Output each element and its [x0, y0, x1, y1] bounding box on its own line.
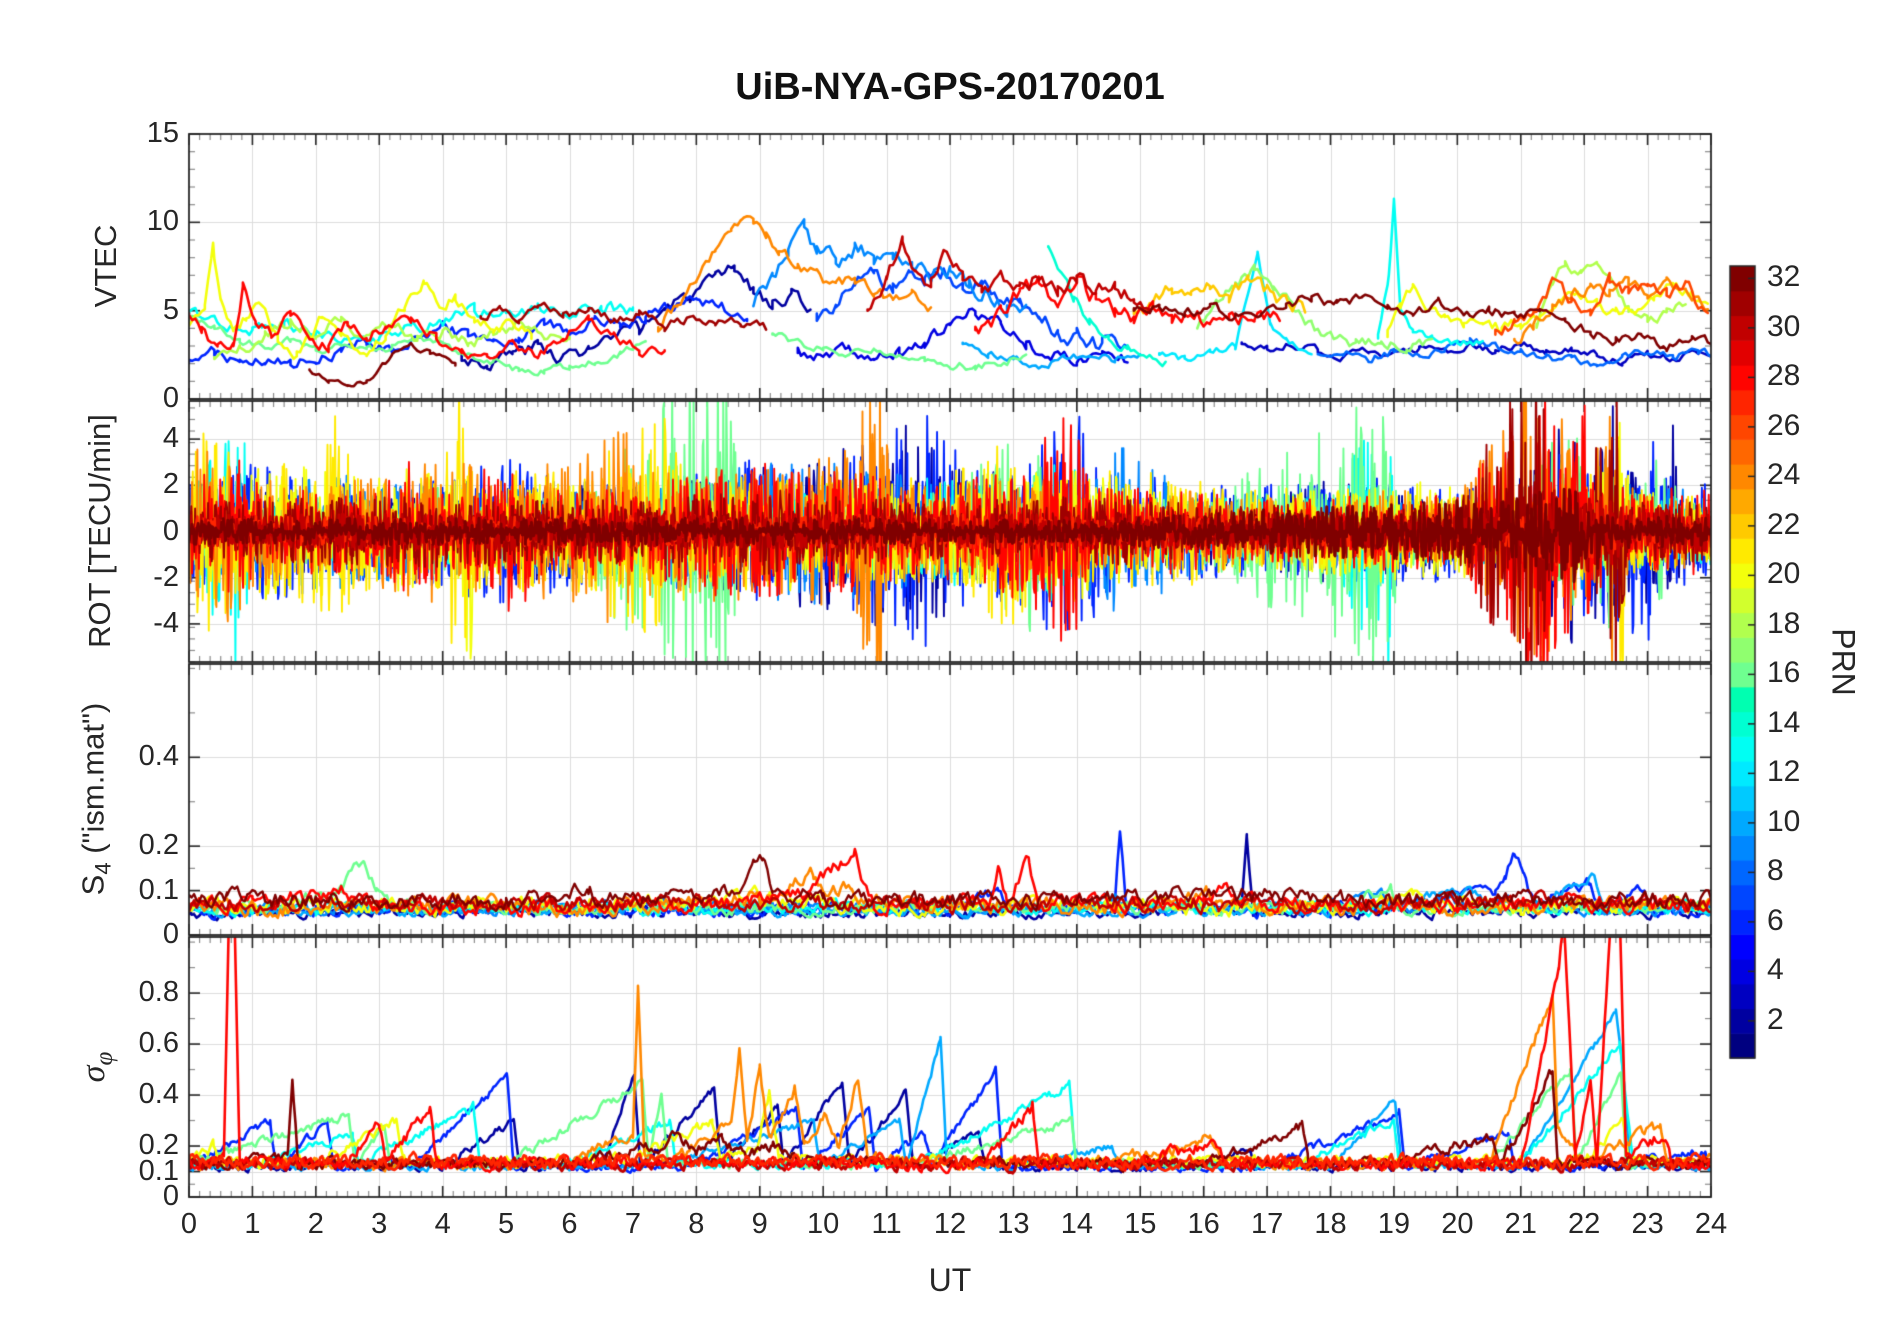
y-tick-label: 2 — [162, 468, 179, 501]
chart-title: UiB-NYA-GPS-20170201 — [735, 66, 1165, 108]
y-tick-label: 0.8 — [138, 976, 179, 1009]
y-tick-label: 0.1 — [138, 873, 179, 906]
x-tick-label: 6 — [561, 1208, 578, 1240]
x-tick-label: 8 — [688, 1208, 705, 1240]
y-tick-label: 0.6 — [138, 1027, 179, 1060]
colorbar-tick-label: 10 — [1767, 804, 1801, 838]
colorbar-tick-label: 20 — [1767, 557, 1801, 591]
colorbar-tick-label: 28 — [1767, 359, 1801, 393]
y-tick-label: 0 — [162, 918, 179, 950]
x-tick-label: 1 — [244, 1208, 261, 1240]
y-tick-label: 0.4 — [138, 1078, 179, 1111]
y-tick-label: 15 — [146, 117, 179, 149]
x-tick-label: 24 — [1694, 1208, 1728, 1240]
colorbar-tick-label: 12 — [1767, 755, 1801, 789]
y-tick-label: 0 — [162, 514, 179, 547]
colorbar-tick-label: 8 — [1767, 854, 1784, 888]
colorbar-tick-label: 22 — [1767, 507, 1801, 541]
colorbar-tick-label: 4 — [1767, 953, 1784, 987]
colorbar-tick-label: 14 — [1767, 705, 1801, 739]
y-tick-label: 0.2 — [138, 1129, 179, 1162]
x-tick-label: 17 — [1250, 1208, 1284, 1240]
colorbar-tick-label: 32 — [1767, 260, 1801, 294]
x-tick-label: 18 — [1314, 1208, 1347, 1240]
colorbar-tick-label: 26 — [1767, 408, 1801, 442]
x-tick-label: 10 — [807, 1208, 840, 1240]
y-tick-label: 10 — [146, 205, 179, 238]
colorbar-tick-label: 6 — [1767, 903, 1784, 937]
y-tick-label: 0.1 — [138, 1154, 179, 1187]
x-tick-label: 2 — [307, 1208, 324, 1240]
y-tick-label: 0 — [162, 1180, 179, 1212]
x-tick-label: 5 — [498, 1208, 515, 1240]
x-tick-label: 20 — [1441, 1208, 1474, 1240]
y-tick-label: -4 — [153, 606, 179, 639]
y-tick-label: 0 — [162, 382, 179, 414]
ylabel-s4: S4 ("ism.mat") — [75, 702, 116, 896]
colorbar-tick-label: 24 — [1767, 458, 1801, 492]
x-tick-label: 14 — [1060, 1208, 1093, 1240]
y-tick-label: 5 — [162, 293, 179, 326]
x-tick-label: 11 — [871, 1208, 902, 1240]
x-tick-label: 15 — [1124, 1208, 1157, 1240]
x-tick-label: 21 — [1504, 1208, 1537, 1240]
x-tick-label: 4 — [434, 1208, 451, 1240]
y-tick-label: -2 — [153, 560, 179, 593]
y-tick-label: 4 — [162, 422, 179, 455]
x-tick-label: 9 — [751, 1208, 768, 1240]
x-tick-label: 13 — [997, 1208, 1030, 1240]
colorbar-tick-label: 16 — [1767, 656, 1801, 690]
colorbar-tick-label: 18 — [1767, 606, 1801, 640]
x-tick-label: 7 — [624, 1208, 641, 1240]
x-tick-label: 19 — [1377, 1208, 1411, 1240]
colorbar-tick-label: 30 — [1767, 309, 1801, 343]
x-tick-label: 3 — [371, 1208, 388, 1240]
x-tick-label: 12 — [933, 1208, 967, 1240]
x-tick-label: 22 — [1568, 1208, 1601, 1240]
y-tick-label: 0.2 — [138, 829, 179, 862]
y-tick-label: 0.4 — [138, 740, 179, 773]
x-tick-label: 0 — [180, 1208, 198, 1240]
xlabel-ut: UT — [928, 1262, 972, 1298]
x-tick-label: 23 — [1631, 1208, 1664, 1240]
colorbar-tick-label: 2 — [1767, 1002, 1784, 1036]
x-tick-label: 16 — [1187, 1208, 1220, 1240]
